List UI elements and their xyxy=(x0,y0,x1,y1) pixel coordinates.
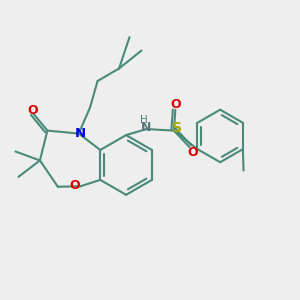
Text: H: H xyxy=(140,115,148,125)
Text: N: N xyxy=(141,121,151,134)
Text: N: N xyxy=(75,127,86,140)
Text: O: O xyxy=(171,98,181,111)
Text: S: S xyxy=(172,121,182,135)
Text: O: O xyxy=(187,146,198,159)
Text: O: O xyxy=(70,179,80,192)
Text: O: O xyxy=(28,104,38,117)
